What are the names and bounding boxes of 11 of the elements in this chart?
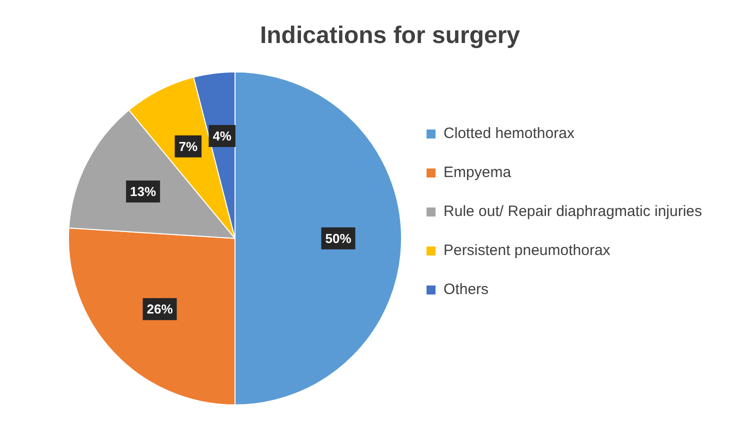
legend-label: Empyema bbox=[444, 164, 512, 182]
legend-label: Rule out/ Repair diaphragmatic injuries bbox=[444, 203, 702, 220]
data-label: 4% bbox=[212, 128, 232, 144]
legend-label: Clotted hemothorax bbox=[444, 125, 575, 142]
data-label: 26% bbox=[146, 302, 174, 317]
data-label: 50% bbox=[325, 230, 352, 246]
chart-title: Indications for surgery bbox=[260, 22, 521, 50]
legend-label: Persistent pneumothorax bbox=[444, 242, 611, 260]
legend-label: Others bbox=[444, 281, 489, 298]
data-label: 7% bbox=[178, 138, 198, 154]
data-label: 13% bbox=[130, 184, 156, 200]
